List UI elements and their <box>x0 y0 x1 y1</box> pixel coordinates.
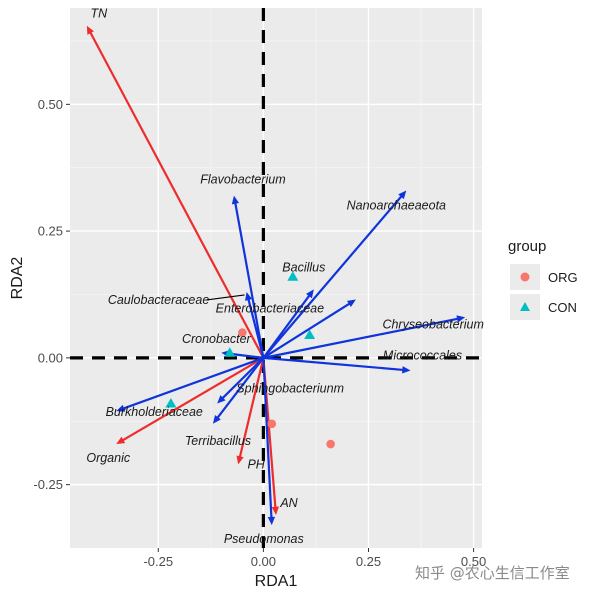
x-tick-label: 0.50 <box>461 554 486 569</box>
species-caulobacteraceae-arrow-head <box>245 291 253 301</box>
point-con <box>304 329 316 340</box>
label-leader-caulobacteraceae <box>206 294 245 301</box>
legend-title: group <box>508 238 546 255</box>
env-organic-arrow-shaft <box>121 356 264 442</box>
x-tick-label: 0.25 <box>356 554 381 569</box>
legend-label-org: ORG <box>548 270 578 285</box>
species-burkholderiaceae-arrow-head <box>116 404 126 412</box>
point-org <box>267 419 277 429</box>
species-chryseobacterium-arrow-shaft <box>263 317 459 359</box>
species-chryseobacterium-arrow-head <box>456 315 466 323</box>
species-label-enterobacteriaceae: Enterobacteriaceae <box>216 302 324 316</box>
species-label-burkholderiaceae: Burkholderiaceae <box>106 405 203 419</box>
watermark: 知乎 @农心生信工作室 <box>415 564 570 582</box>
panel-background <box>70 8 482 548</box>
env-organic-arrow-head <box>116 436 126 445</box>
species-flavobacterium-arrow-shaft <box>234 202 265 359</box>
legend-key-org <box>520 272 530 282</box>
species-label-micrococcales: Micrococcales <box>383 349 462 363</box>
species-bacillus-arrow-head <box>306 289 314 299</box>
species-terribacillus-arrow-head <box>212 415 221 424</box>
y-axis-title: RDA2 <box>9 257 26 300</box>
species-burkholderiaceae-arrow-shaft <box>122 356 264 410</box>
species-sphingobacteriunm-arrow-head <box>217 395 226 404</box>
y-tick-label: 0.25 <box>38 224 63 239</box>
legend-label-con: CON <box>548 300 577 315</box>
species-label-caulobacteraceae: Caulobacteraceae <box>108 293 210 307</box>
env-tn-arrow-shaft <box>89 31 265 359</box>
species-caulobacteraceae-arrow-shaft <box>247 298 265 359</box>
env-label-organic: Organic <box>86 451 131 465</box>
species-label-bacillus: Bacillus <box>282 260 325 274</box>
species-label-cronobacter: Cronobacter <box>182 332 252 346</box>
species-enterobacteriaceae-arrow-shaft <box>262 302 351 359</box>
y-tick-label: 0.50 <box>38 97 63 112</box>
species-label-chryseobacterium: Chryseobacterium <box>382 317 483 331</box>
species-micrococcales-arrow-shaft <box>263 356 404 372</box>
species-nanoarchaeaeota-arrow-shaft <box>262 195 403 359</box>
species-flavobacterium-arrow-head <box>231 195 240 205</box>
y-tick-label: 0.00 <box>38 350 63 365</box>
env-tn-arrow-head <box>86 25 94 35</box>
env-an-arrow-head <box>271 506 280 516</box>
species-pseudomonas-arrow-shaft <box>262 357 273 519</box>
species-label-pseudomonas: Pseudomonas <box>224 532 304 546</box>
env-label-an: AN <box>279 496 298 510</box>
point-org <box>326 439 335 449</box>
y-tick-label: -0.25 <box>33 477 63 492</box>
point-con <box>287 271 299 281</box>
env-ph-arrow-shaft <box>238 357 265 458</box>
minor-gridlines <box>70 8 482 548</box>
species-micrococcales-arrow-head <box>402 366 411 374</box>
axes: -0.25 0.00 0.25 0.50 -0.25 0.00 0.25 0.50 <box>33 97 486 569</box>
point-con <box>224 347 236 357</box>
species-enterobacteriaceae-arrow-head <box>346 299 356 308</box>
legend: group ORG CON <box>508 238 578 320</box>
species-label-sphingobacteriunm: Sphingobacteriunm <box>236 381 344 395</box>
x-tick-label: -0.25 <box>143 554 173 569</box>
point-org <box>238 328 247 337</box>
point-con <box>165 397 177 408</box>
arrow-labels: TN Organic PH AN Flavobacterium Nanoarchaeaeo… <box>86 7 484 546</box>
species-arrows <box>116 190 466 526</box>
legend-key-con <box>520 302 530 311</box>
env-label-tn: TN <box>90 7 108 21</box>
species-pseudomonas-arrow-head <box>267 516 276 526</box>
species-label-terribacillus: Terribacillus <box>185 434 251 448</box>
species-nanoarchaeaeota-arrow-head <box>398 190 407 200</box>
x-axis-title: RDA1 <box>255 573 298 590</box>
species-sphingobacteriunm-arrow-shaft <box>221 357 265 400</box>
species-bacillus-arrow-shaft <box>262 294 311 359</box>
species-cronobacter-arrow-shaft <box>228 352 264 359</box>
species-terribacillus-arrow-shaft <box>216 357 265 419</box>
sample-points <box>165 271 335 449</box>
x-tick-label: 0.00 <box>251 554 276 569</box>
env-label-ph: PH <box>247 457 265 471</box>
env-ph-arrow-head <box>236 455 244 465</box>
species-label-flavobacterium: Flavobacterium <box>200 173 285 187</box>
species-label-nanoarchaeaeota: Nanoarchaeaeota <box>347 199 446 213</box>
